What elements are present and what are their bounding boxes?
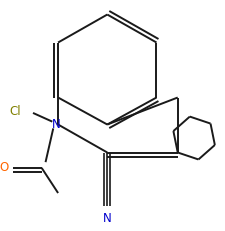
Text: N: N [52, 118, 61, 131]
Text: Cl: Cl [10, 104, 21, 118]
Text: N: N [103, 212, 112, 225]
Text: O: O [0, 161, 9, 174]
